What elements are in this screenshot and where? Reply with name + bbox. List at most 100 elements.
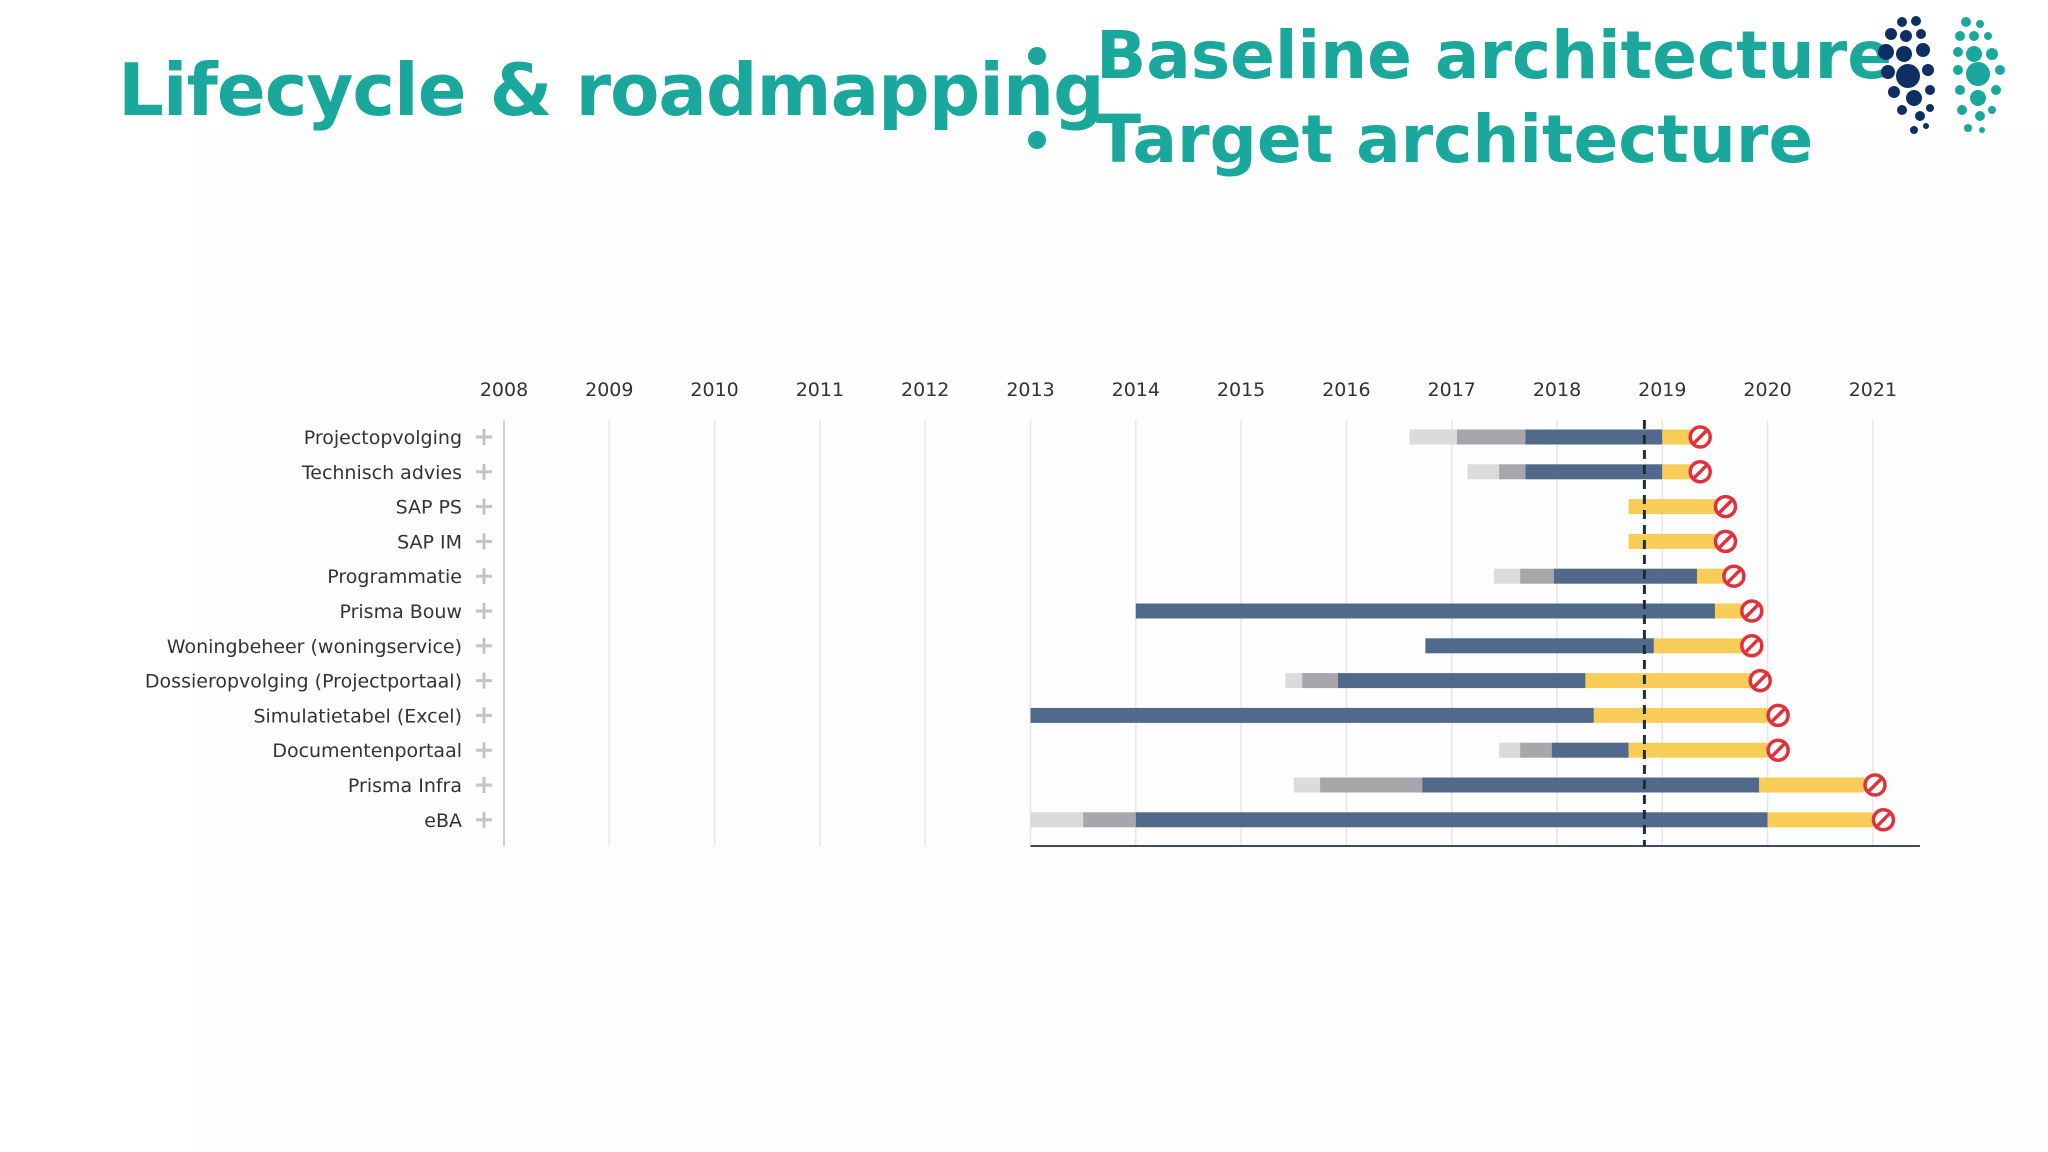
- end-of-life-slash: [1770, 742, 1786, 758]
- end-of-life-slash: [1770, 707, 1786, 724]
- end-of-life-slash: [1717, 498, 1734, 515]
- bar-segment-phase-out: [1628, 499, 1721, 515]
- bar-segment-active: [1135, 603, 1715, 619]
- bar-segment-active: [1525, 464, 1663, 480]
- application-rows: Projectopvolging Technisch advies SAP PS SA…: [145, 425, 1896, 832]
- end-of-life-slash: [1875, 812, 1892, 828]
- year-tick-label: 2020: [1743, 379, 1791, 401]
- bar-segment-phase-out: [1697, 568, 1726, 584]
- end-of-life-slash: [1717, 533, 1734, 550]
- application-label: Documentenportaal: [272, 740, 462, 762]
- application-row: Prisma Bouw: [339, 599, 1764, 623]
- year-tick-label: 2011: [796, 379, 844, 401]
- bar-segment-phase-out: [1759, 777, 1865, 793]
- application-label: SAP IM: [397, 531, 462, 553]
- bullet-dot-icon: [1028, 131, 1046, 149]
- bar-segment-phase-out: [1585, 673, 1752, 689]
- bar-segment-phase-in: [1456, 429, 1526, 445]
- bar-segment-phase-in: [1320, 777, 1423, 793]
- expand-plus-icon[interactable]: [476, 777, 492, 793]
- end-of-life-slash: [1744, 603, 1760, 619]
- bar-segment-phase-in: [1499, 464, 1526, 480]
- end-of-life-icon: [1766, 703, 1790, 728]
- application-label: Prisma Bouw: [339, 601, 462, 623]
- end-of-life-slash: [1752, 672, 1768, 689]
- year-tick-label: 2015: [1217, 379, 1265, 401]
- bar-segment-active: [1525, 429, 1663, 445]
- application-label: Projectopvolging: [304, 427, 462, 449]
- year-tick-label: 2013: [1006, 379, 1054, 401]
- bar-segment-active: [1135, 812, 1768, 828]
- end-of-life-icon: [1748, 668, 1772, 693]
- bar-segment-phase-out: [1662, 429, 1692, 445]
- bar-segment-phase-in: [1520, 568, 1554, 584]
- end-of-life-icon: [1766, 738, 1790, 762]
- bar-segment-active: [1425, 638, 1654, 654]
- expand-plus-icon[interactable]: [476, 637, 492, 654]
- expand-plus-icon[interactable]: [476, 463, 492, 480]
- bar-segment-planned: [1467, 464, 1500, 480]
- application-label: eBA: [424, 810, 462, 832]
- end-of-life-icon: [1713, 529, 1738, 554]
- bar-segment-phase-out: [1662, 464, 1692, 480]
- bar-segment-active: [1422, 777, 1760, 793]
- application-label: Technisch advies: [301, 462, 462, 484]
- bullet-item: Target architecture: [1028, 98, 1892, 182]
- application-row: eBA: [424, 808, 1896, 832]
- application-label: SAP PS: [396, 497, 462, 519]
- end-of-life-icon: [1688, 460, 1712, 484]
- end-of-life-icon: [1740, 599, 1764, 623]
- bar-segment-phase-in: [1520, 742, 1552, 758]
- application-row: Dossieropvolging (Projectportaal): [145, 668, 1772, 693]
- end-of-life-icon: [1863, 773, 1887, 797]
- bar-segment-phase-in: [1083, 812, 1136, 828]
- end-of-life-slash: [1692, 464, 1708, 480]
- bar-segment-planned: [1499, 742, 1521, 758]
- expand-plus-icon[interactable]: [476, 707, 492, 724]
- application-row: Programmatie: [327, 564, 1746, 588]
- application-row: Simulatietabel (Excel): [253, 703, 1790, 728]
- expand-plus-icon[interactable]: [476, 568, 492, 585]
- application-row: SAP IM: [397, 529, 1738, 554]
- application-label: Simulatietabel (Excel): [253, 705, 462, 727]
- expand-plus-icon[interactable]: [476, 603, 492, 619]
- expand-plus-icon[interactable]: [476, 429, 492, 445]
- bar-segment-phase-in: [1302, 673, 1338, 689]
- end-of-life-icon: [1688, 425, 1712, 449]
- logo-dark-cluster: [1878, 16, 1935, 134]
- application-label: Dossieropvolging (Projectportaal): [145, 671, 462, 693]
- year-tick-label: 2014: [1112, 379, 1160, 401]
- bar-segment-planned: [1493, 568, 1521, 584]
- expand-plus-icon[interactable]: [476, 498, 492, 515]
- bullet-text-target: Target architecture: [1096, 101, 1814, 178]
- bar-segment-phase-out: [1628, 742, 1768, 758]
- bar-segment-planned: [1030, 812, 1084, 828]
- bar-segment-phase-out: [1714, 603, 1742, 619]
- application-row: Technisch advies: [301, 460, 1712, 484]
- slide-title: Lifecycle & roadmapping: [118, 48, 1105, 132]
- bar-segment-active: [1553, 568, 1698, 584]
- bar-segment-phase-out: [1628, 533, 1721, 549]
- end-of-life-icon: [1871, 808, 1896, 832]
- year-tick-labels: 2008 2009 2010 2011 2012 2013 2014 2015 2016 2017…: [480, 379, 1897, 401]
- end-of-life-icon: [1713, 494, 1738, 519]
- expand-plus-icon[interactable]: [476, 533, 492, 550]
- year-tick-label: 2010: [690, 379, 738, 401]
- bar-segment-active: [1337, 673, 1586, 689]
- bullet-list: Baseline architecture Target architectur…: [1028, 14, 1892, 182]
- bullet-dot-icon: [1028, 47, 1046, 65]
- year-tick-label: 2018: [1533, 379, 1581, 401]
- application-row: Prisma Infra: [348, 773, 1887, 797]
- year-tick-label: 2017: [1428, 379, 1476, 401]
- logo-teal-cluster: [1953, 17, 2005, 133]
- bar-segment-phase-out: [1653, 638, 1745, 654]
- end-of-life-slash: [1744, 638, 1760, 654]
- year-tick-label: 2016: [1322, 379, 1370, 401]
- expand-plus-icon[interactable]: [476, 742, 492, 759]
- end-of-life-slash: [1867, 777, 1883, 793]
- expand-plus-icon[interactable]: [476, 672, 492, 689]
- end-of-life-slash: [1726, 568, 1742, 584]
- bullet-item: Baseline architecture: [1028, 14, 1892, 98]
- expand-plus-icon[interactable]: [476, 811, 492, 828]
